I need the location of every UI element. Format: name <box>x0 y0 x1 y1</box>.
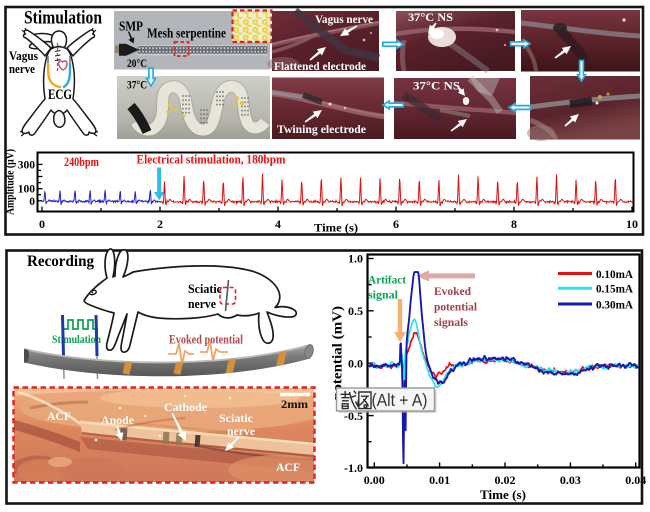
svg-text:0.0: 0.0 <box>348 356 363 370</box>
svg-text:ECG: ECG <box>48 87 72 103</box>
svg-text:signals: signals <box>434 315 468 329</box>
svg-text:nerve: nerve <box>227 426 255 438</box>
svg-text:0.04: 0.04 <box>625 473 646 487</box>
svg-text:0: 0 <box>39 217 45 231</box>
svg-text:Sciatic: Sciatic <box>219 413 253 425</box>
svg-text:Anode: Anode <box>101 415 134 427</box>
svg-text:Flattened electrode: Flattened electrode <box>274 61 366 73</box>
svg-text:potential (mV): potential (mV) <box>331 306 346 400</box>
svg-text:(Alt + A): (Alt + A) <box>372 390 428 410</box>
svg-text:signal: signal <box>368 288 399 302</box>
svg-text:2: 2 <box>157 217 163 231</box>
svg-text:37°C: 37°C <box>127 78 147 92</box>
svg-text:1.0: 1.0 <box>348 252 363 266</box>
svg-text:8: 8 <box>511 217 517 231</box>
svg-text:Vagus: Vagus <box>9 49 38 63</box>
svg-text:0.03: 0.03 <box>560 473 581 487</box>
svg-text:Time (s): Time (s) <box>314 221 358 235</box>
svg-text:Cathode: Cathode <box>164 402 207 414</box>
svg-text:0.00: 0.00 <box>364 473 385 487</box>
svg-text:Artifact: Artifact <box>368 273 406 287</box>
svg-text:Stimulation: Stimulation <box>52 334 102 346</box>
svg-text:300: 300 <box>18 159 36 171</box>
svg-text:2mm: 2mm <box>281 397 308 411</box>
svg-text:4: 4 <box>275 217 281 231</box>
svg-text:-1.0: -1.0 <box>344 461 363 475</box>
svg-text:0.15mA: 0.15mA <box>596 282 633 296</box>
svg-text:10: 10 <box>626 217 638 231</box>
svg-text:0.5: 0.5 <box>348 304 363 318</box>
svg-text:nerve: nerve <box>9 62 35 76</box>
svg-text:100: 100 <box>18 184 36 196</box>
svg-text:0.02: 0.02 <box>495 473 516 487</box>
svg-text:0: 0 <box>29 196 35 208</box>
svg-text:Sciatic: Sciatic <box>188 281 222 296</box>
svg-text:ACF: ACF <box>276 460 300 474</box>
svg-text:Recording: Recording <box>27 253 94 270</box>
svg-text:0.01: 0.01 <box>429 473 450 487</box>
svg-text:Evoked: Evoked <box>434 284 471 298</box>
svg-text:0.10mA: 0.10mA <box>596 267 633 281</box>
svg-text:nerve: nerve <box>188 296 216 311</box>
svg-text:ACF: ACF <box>47 409 71 423</box>
svg-text:20°C: 20°C <box>127 56 147 70</box>
svg-text:Mesh serpentine: Mesh serpentine <box>147 26 226 41</box>
svg-text:Stimulation: Stimulation <box>24 9 103 29</box>
svg-text:37°C NS: 37°C NS <box>413 81 460 93</box>
svg-text:0.30mA: 0.30mA <box>596 297 633 311</box>
svg-text:37°C NS: 37°C NS <box>408 12 453 24</box>
svg-text:Amplitude (µV): Amplitude (µV) <box>3 149 17 215</box>
svg-text:Time (s): Time (s) <box>480 488 526 502</box>
svg-text:Vagus nerve: Vagus nerve <box>315 14 373 26</box>
svg-text:Evoked potential: Evoked potential <box>169 333 243 347</box>
svg-text:Electrical stimulation, 180bpm: Electrical stimulation, 180bpm <box>137 153 287 167</box>
svg-text:6: 6 <box>393 217 399 231</box>
svg-text:240bpm: 240bpm <box>64 155 99 169</box>
svg-text:Twining electrode: Twining electrode <box>277 124 366 136</box>
svg-text:potential: potential <box>434 300 478 314</box>
svg-text:SMP: SMP <box>119 20 143 35</box>
